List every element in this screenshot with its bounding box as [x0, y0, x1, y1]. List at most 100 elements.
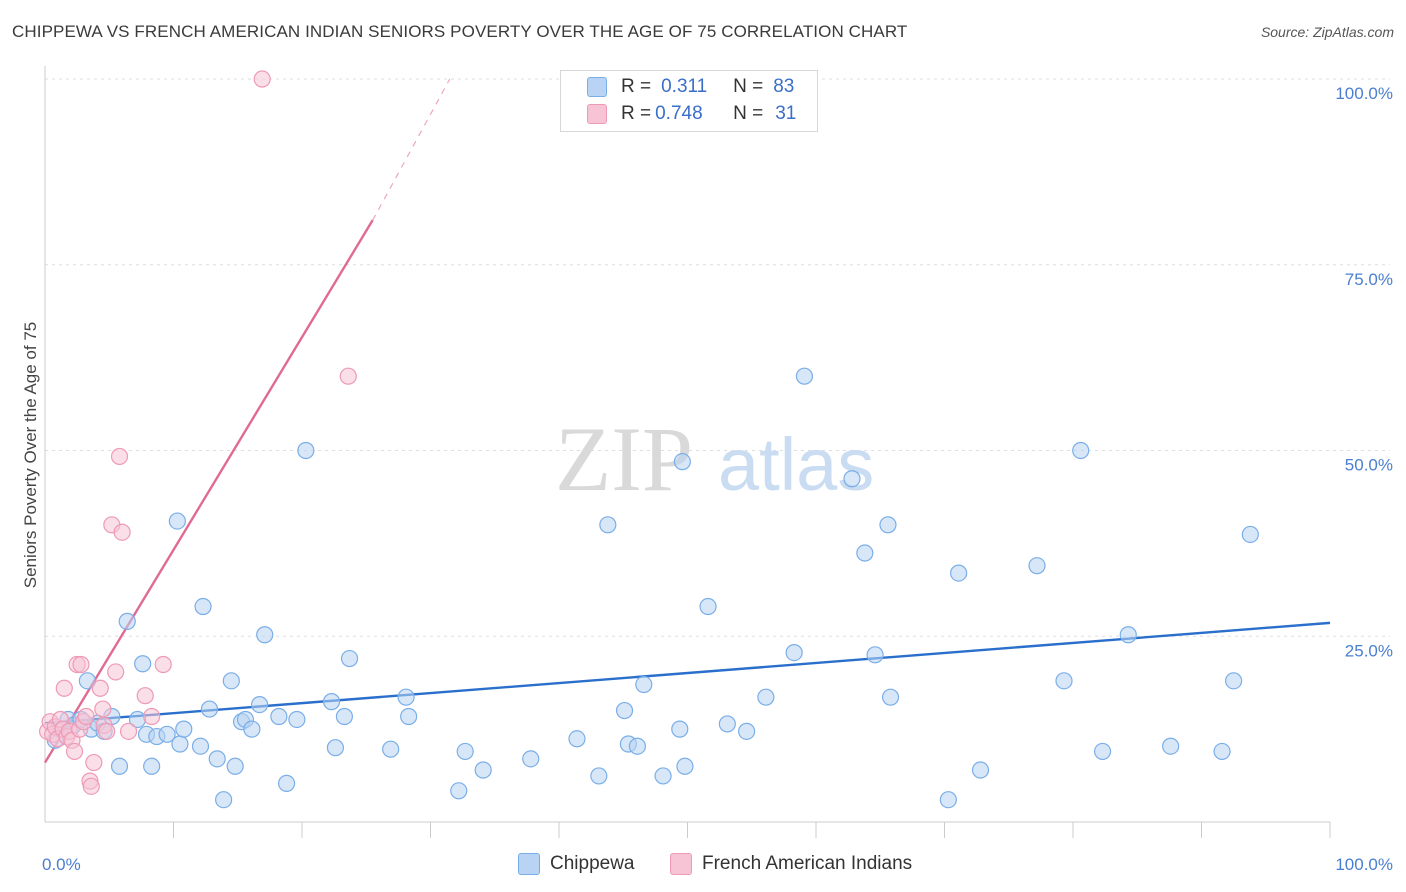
chippewa-point — [939, 791, 957, 809]
chippewa-point — [340, 649, 359, 668]
chippewa-point — [950, 564, 968, 582]
chippewa-point — [866, 646, 884, 664]
french-american-indians-point — [77, 707, 95, 726]
chippewa-point — [175, 720, 193, 738]
french-american-indians-point — [65, 742, 84, 761]
chippewa-point — [110, 757, 129, 775]
french-american-indians-point — [113, 523, 131, 541]
chippewa-point — [78, 672, 97, 690]
french-american-indians-point — [253, 70, 271, 88]
chippewa-point — [1241, 525, 1259, 544]
french-american-indians-point — [85, 753, 103, 772]
y-tick-label: 50.0% — [1345, 456, 1393, 475]
chippewa-point — [215, 791, 233, 809]
chippewa-point — [222, 672, 240, 690]
legend-row-chippewa: R = 0.311 N = 83 — [587, 74, 794, 100]
french-american-indians-point — [107, 663, 125, 681]
french-american-indians-point — [72, 655, 90, 674]
chippewa-point — [288, 710, 306, 729]
grid-layer — [45, 78, 1390, 637]
chippewa-point — [635, 675, 653, 694]
chippewa-point — [194, 597, 212, 616]
french-american-indians-point — [136, 687, 154, 705]
french-american-indians-point — [119, 722, 138, 740]
legend-swatch-chippewa — [587, 77, 607, 97]
chippewa-point — [168, 512, 186, 530]
chippewa-point — [382, 740, 400, 758]
chippewa-point — [971, 761, 990, 779]
data-points — [38, 70, 1259, 809]
y-tick-label: 25.0% — [1345, 641, 1393, 660]
chippewa-point — [456, 742, 474, 761]
chippewa-point — [134, 655, 152, 673]
chippewa-point — [1055, 672, 1073, 690]
french-american-indians-point — [143, 707, 161, 726]
chippewa-point — [322, 693, 341, 711]
legend-swatch-french-american-indians — [587, 104, 607, 124]
french-american-indians-point — [110, 447, 129, 466]
y-tick-label: 75.0% — [1345, 270, 1393, 289]
chippewa-point — [270, 707, 288, 726]
chippewa-point — [615, 701, 634, 720]
french-american-indians-point — [94, 700, 112, 718]
chippewa-point — [208, 750, 226, 768]
chippewa-point — [200, 700, 219, 718]
y-tick-label: 100.0% — [1335, 84, 1393, 103]
x-tick-label: 100.0% — [1335, 855, 1393, 874]
chippewa-point — [795, 367, 814, 385]
chippewa-point — [738, 722, 756, 740]
french-american-indians-point — [98, 722, 116, 740]
chippewa-point — [522, 750, 540, 768]
chippewa-point — [226, 757, 244, 775]
chippewa-point — [277, 774, 296, 792]
bottom-legend-french-american-indians: French American Indians — [670, 851, 912, 877]
french-american-indians-point — [339, 367, 357, 385]
french-american-indians-point — [154, 655, 172, 674]
chippewa-point — [250, 696, 269, 714]
chippewa-point — [143, 757, 161, 775]
chippewa-point — [671, 720, 689, 738]
chippewa-point — [297, 441, 315, 460]
tick-labels: 25.0% 50.0% 75.0% 100.0% 0.0% 100.0% — [42, 84, 1393, 874]
bottom-legend-swatch-chippewa — [518, 853, 540, 875]
legend-r-value: 0.748 — [655, 103, 703, 124]
chippewa-point — [326, 739, 345, 757]
chippewa-point — [1162, 737, 1180, 755]
x-tick-label: 0.0% — [42, 855, 81, 874]
chippewa-point — [590, 767, 608, 785]
chippewa-point — [1225, 672, 1243, 690]
bottom-legend-label-french-american-indians: French American Indians — [702, 853, 913, 874]
chippewa-point — [785, 643, 803, 662]
chippewa-point — [191, 737, 210, 755]
french-american-indians-point — [55, 679, 73, 697]
chippewa-point — [118, 612, 136, 630]
legend-r-label: R = — [621, 76, 652, 97]
chippewa-point — [400, 707, 418, 726]
chippewa-point — [158, 725, 176, 743]
chippewa-point — [881, 688, 900, 706]
chippewa-point — [654, 767, 672, 785]
chippewa-point — [568, 730, 586, 748]
chippewa-point — [1072, 441, 1090, 460]
legend-row-french-american-indians: R = 0.748 N = 31 — [587, 101, 796, 127]
chippewa-point — [673, 453, 691, 471]
legend-n-label: N = — [733, 103, 764, 124]
chippewa-point — [243, 720, 261, 738]
chippewa-point — [450, 782, 468, 800]
french-american-indians-point — [82, 777, 100, 795]
legend-n-value: 83 — [773, 76, 795, 97]
bottom-legend-swatch-french-american-indians — [670, 853, 692, 875]
chippewa-point — [699, 597, 717, 616]
chippewa-point — [171, 735, 189, 753]
chippewa-point — [474, 761, 492, 779]
watermark: ZIP atlas — [555, 408, 874, 510]
axes-layer — [44, 66, 1331, 838]
chippewa-point — [1119, 626, 1137, 644]
legend-n-value: 31 — [775, 103, 797, 124]
stats-legend: R = 0.311 N = 83 R = 0.748 N = 31 — [560, 70, 818, 132]
chippewa-point — [1028, 557, 1046, 575]
chart-title: CHIPPEWA VS FRENCH AMERICAN INDIAN SENIO… — [12, 22, 908, 41]
french-american-indians-trend-line — [43, 219, 374, 764]
chippewa-point — [843, 470, 861, 488]
